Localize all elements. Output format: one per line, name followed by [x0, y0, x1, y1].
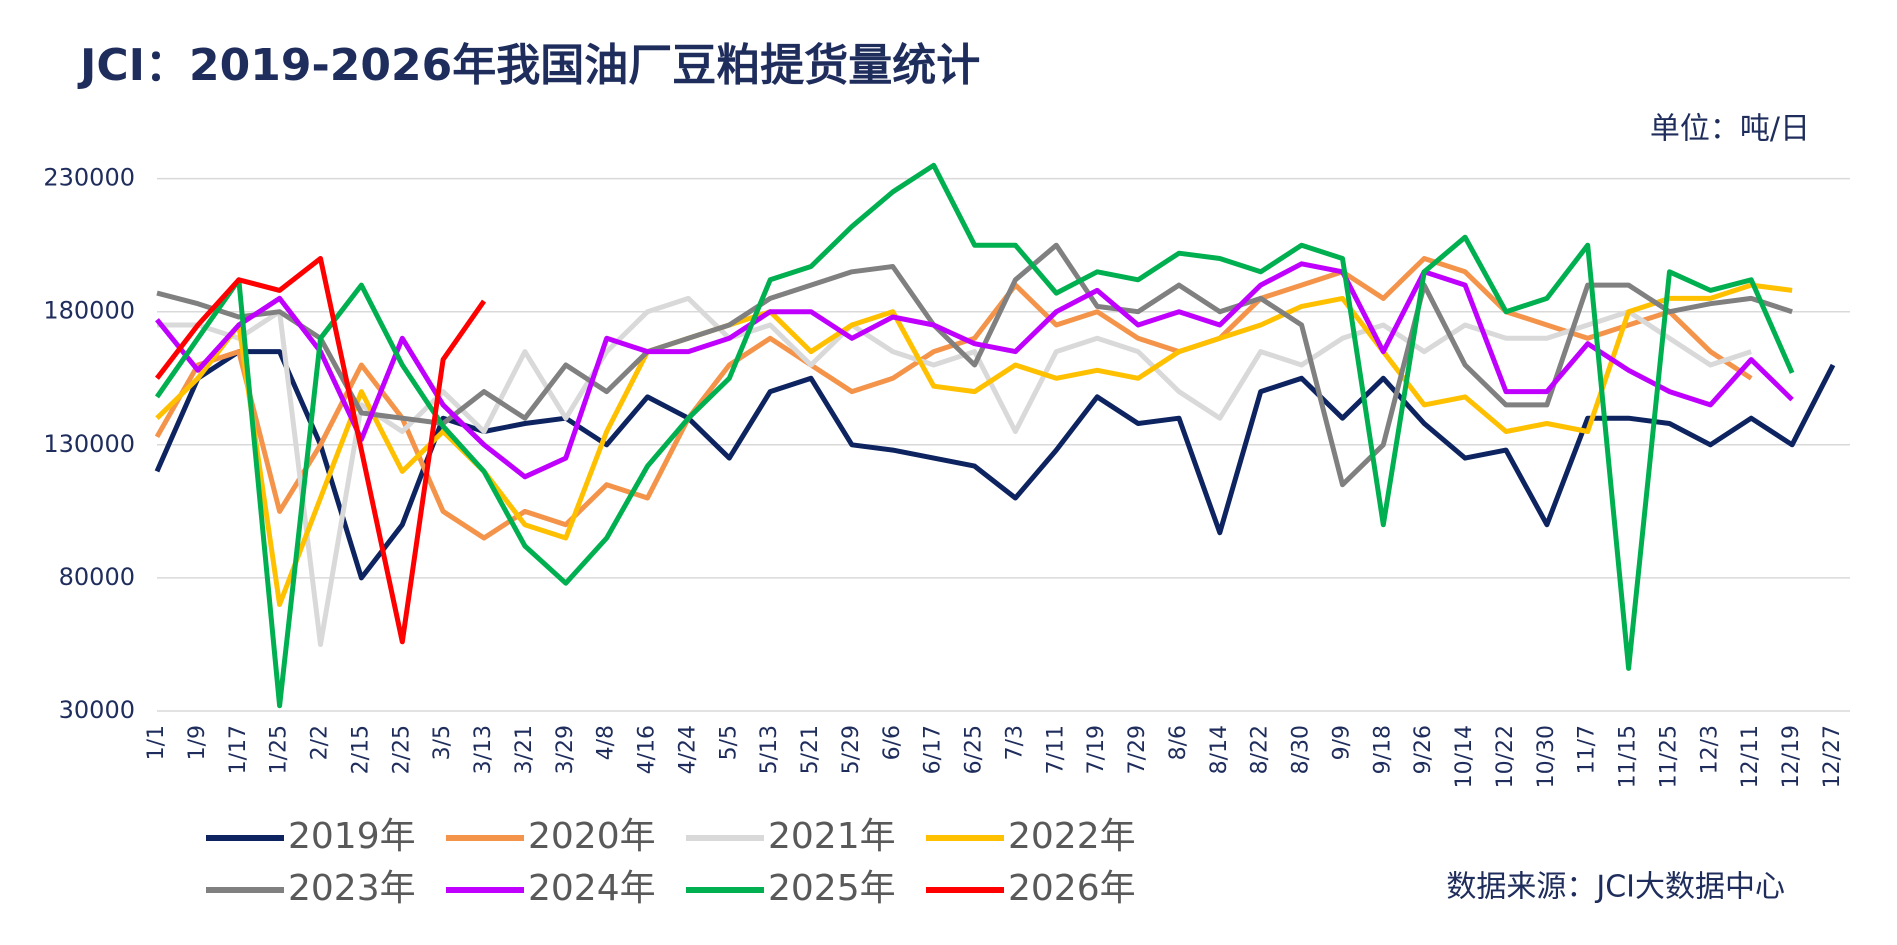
- x-tick-label: 6/25: [962, 725, 987, 774]
- legend-label: 2022年: [1008, 816, 1136, 857]
- x-tick-label: 1/9: [185, 725, 210, 760]
- x-tick-label: 12/11: [1738, 725, 1763, 788]
- x-tick-label: 6/17: [921, 725, 946, 774]
- x-tick-label: 2/2: [308, 725, 333, 760]
- x-tick-label: 10/14: [1452, 725, 1477, 788]
- x-tick-label: 8/6: [1166, 725, 1191, 760]
- legend-label: 2021年: [768, 816, 896, 857]
- x-tick-label: 3/21: [512, 725, 537, 774]
- legend-label: 2026年: [1008, 868, 1136, 909]
- x-tick-label: 12/3: [1697, 725, 1722, 774]
- series-line: [156, 242, 1793, 488]
- x-tick-label: 10/30: [1534, 725, 1559, 788]
- x-tick-label: 7/19: [1084, 725, 1109, 774]
- series-line: [154, 162, 1795, 709]
- x-tick-label: 6/6: [880, 725, 905, 760]
- x-tick-label: 1/17: [226, 725, 251, 774]
- x-tick-label: 5/21: [798, 725, 823, 774]
- x-tick-label: 12/27: [1820, 725, 1845, 788]
- x-tick-label: 9/26: [1411, 725, 1436, 774]
- x-tick-label: 9/18: [1370, 725, 1395, 774]
- x-tick-label: 7/3: [1002, 725, 1027, 760]
- x-tick-label: 3/13: [471, 725, 496, 774]
- y-tick-label: 80000: [59, 563, 135, 591]
- x-tick-label: 8/30: [1289, 725, 1314, 774]
- x-tick-label: 10/22: [1493, 725, 1518, 788]
- x-tick-label: 5/29: [839, 725, 864, 774]
- y-tick-label: 30000: [59, 696, 135, 724]
- unit-label: 单位：吨/日: [1650, 112, 1810, 147]
- x-tick-label: 1/25: [267, 725, 292, 774]
- series-line: [154, 256, 1753, 541]
- x-tick-label: 12/19: [1779, 725, 1804, 788]
- chart-title: JCI：2019-2026年我国油厂豆粕提货量统计: [77, 40, 980, 91]
- legend-label: 2020年: [528, 816, 656, 857]
- x-tick-label: 5/13: [757, 725, 782, 774]
- y-tick-label: 180000: [43, 297, 135, 325]
- x-tick-label: 8/14: [1207, 725, 1232, 774]
- legend-label: 2024年: [528, 868, 656, 909]
- x-tick-label: 9/9: [1329, 725, 1354, 760]
- x-tick-label: 3/29: [553, 725, 578, 774]
- x-tick-label: 3/5: [430, 725, 455, 760]
- source-label: 数据来源：JCI大数据中心: [1446, 870, 1785, 905]
- legend-label: 2023年: [288, 868, 416, 909]
- legend-label: 2019年: [288, 816, 416, 857]
- x-tick-label: 4/16: [635, 725, 660, 774]
- x-tick-label: 11/7: [1575, 725, 1600, 774]
- legend-label: 2025年: [768, 868, 896, 909]
- x-tick-label: 1/1: [144, 725, 169, 760]
- x-tick-label: 11/25: [1656, 725, 1681, 788]
- series-line: [155, 256, 487, 645]
- x-tick-label: 4/24: [675, 725, 700, 774]
- x-tick-label: 5/5: [716, 725, 741, 760]
- x-tick-label: 2/25: [389, 725, 414, 774]
- x-tick-label: 8/22: [1248, 725, 1273, 774]
- x-tick-label: 4/8: [594, 725, 619, 760]
- series-line: [155, 261, 1794, 480]
- y-tick-label: 230000: [43, 164, 135, 192]
- x-tick-label: 7/29: [1125, 725, 1150, 774]
- x-tick-label: 7/11: [1043, 725, 1068, 774]
- x-tick-label: 2/15: [348, 725, 373, 774]
- y-tick-label: 130000: [43, 430, 135, 458]
- x-tick-label: 11/15: [1616, 725, 1641, 788]
